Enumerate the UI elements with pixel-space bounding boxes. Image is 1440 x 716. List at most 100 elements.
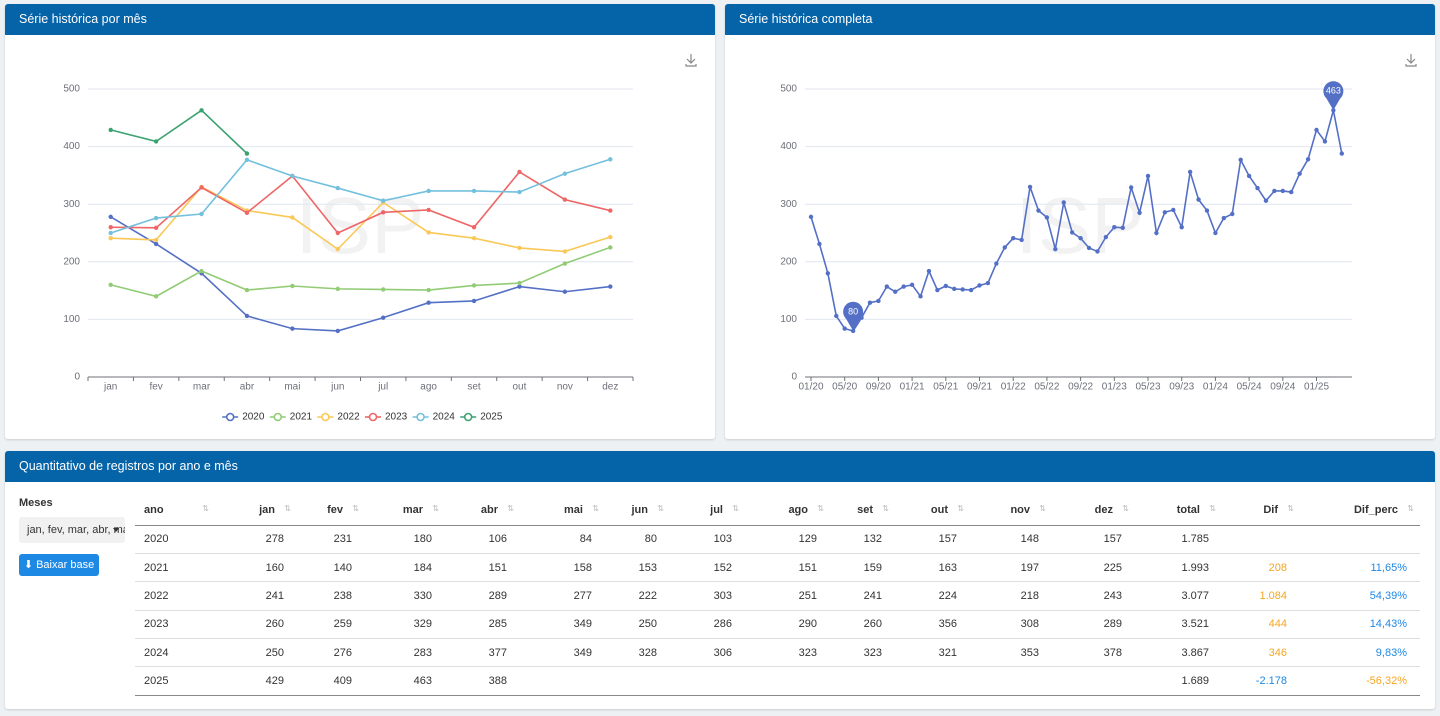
column-header[interactable]: out: [895, 495, 970, 526]
table-cell: 151: [445, 553, 520, 583]
panel-full: Série histórica completa: [725, 4, 1435, 439]
column-header[interactable]: jun: [605, 495, 670, 526]
table-cell: 132: [830, 525, 895, 554]
table-cell: 289: [1052, 610, 1135, 640]
table-cell: 208: [1222, 553, 1300, 583]
column-header[interactable]: set: [830, 495, 895, 526]
table-cell: 1.084: [1222, 581, 1300, 611]
table-cell: 153: [605, 553, 670, 583]
table-cell: -56,32%: [1300, 666, 1420, 696]
table-row: 2023 260 259 329 285 349 250 286 290 260 356 308 289…: [135, 610, 1420, 640]
panel-title: Série histórica completa: [725, 4, 1435, 35]
panel-monthly: Série histórica por mês: [5, 4, 715, 439]
table-cell: 277: [520, 581, 605, 611]
table-cell: 151: [745, 553, 830, 583]
table-cell: 356: [895, 610, 970, 640]
table-cell: 388: [445, 666, 520, 696]
month-select[interactable]: jan, fev, mar, abr, mai, jun, jul, ago, …: [19, 517, 125, 543]
column-header[interactable]: mai: [520, 495, 605, 526]
table-cell: 290: [745, 610, 830, 640]
table-cell: 321: [895, 638, 970, 668]
column-header[interactable]: jan: [215, 495, 297, 526]
column-header[interactable]: jul: [670, 495, 745, 526]
table-cell: 160: [215, 553, 297, 583]
table-cell: 9,83%: [1300, 638, 1420, 668]
table-cell: 238: [297, 581, 365, 611]
panel-title: Quantitativo de registros por ano e mês: [5, 451, 1435, 482]
table-row: 2021 160 140 184 151 158 153 152 151 159 163 197 225…: [135, 553, 1420, 583]
table-cell: 148: [970, 525, 1052, 554]
table-cell: [895, 666, 970, 696]
table-cell: 278: [215, 525, 297, 554]
table-cell: 306: [670, 638, 745, 668]
table-cell: 330: [365, 581, 445, 611]
column-header[interactable]: ago: [745, 495, 830, 526]
table-cell: 329: [365, 610, 445, 640]
table-cell: 250: [605, 610, 670, 640]
table-cell: -2.178: [1222, 666, 1300, 696]
table-cell: 129: [745, 525, 830, 554]
table-cell: 429: [215, 666, 297, 696]
table-cell: 140: [297, 553, 365, 583]
table-cell: 3.867: [1135, 638, 1222, 668]
table-cell: 197: [970, 553, 1052, 583]
sidebar: Meses jan, fev, mar, abr, mai, jun, jul,…: [19, 497, 125, 576]
table-cell: 231: [297, 525, 365, 554]
table-cell: 251: [745, 581, 830, 611]
table-cell: 346: [1222, 638, 1300, 668]
table-row: 2022 241 238 330 289 277 222 303 251 241 224 218 243…: [135, 581, 1420, 611]
column-header[interactable]: fev: [297, 495, 365, 526]
table-cell: 243: [1052, 581, 1135, 611]
table-cell: 3.521: [1135, 610, 1222, 640]
table-cell: 463: [365, 666, 445, 696]
download-button[interactable]: ⬇ Baixar base: [19, 554, 99, 576]
table-cell: 283: [365, 638, 445, 668]
table-cell: 323: [745, 638, 830, 668]
panel-title: Série histórica por mês: [5, 4, 715, 35]
table-cell: [1222, 525, 1300, 554]
table-cell: 224: [895, 581, 970, 611]
table-cell: 157: [1052, 525, 1135, 554]
table-cell: 308: [970, 610, 1052, 640]
table-cell: 377: [445, 638, 520, 668]
table-cell: 260: [830, 610, 895, 640]
table-cell: 1.689: [1135, 666, 1222, 696]
column-header[interactable]: nov: [970, 495, 1052, 526]
table-cell: [605, 666, 670, 696]
table-cell: 285: [445, 610, 520, 640]
table-cell: 103: [670, 525, 745, 554]
table-cell: 2024: [135, 638, 215, 668]
table-cell: 222: [605, 581, 670, 611]
table-cell: 276: [297, 638, 365, 668]
table-cell: 323: [830, 638, 895, 668]
data-table: anojanfevmarabrmaijunjulagosetoutnovdezt…: [135, 495, 1420, 696]
table-cell: 349: [520, 638, 605, 668]
table-cell: 54,39%: [1300, 581, 1420, 611]
column-header[interactable]: Dif: [1222, 495, 1300, 526]
table-cell: [970, 666, 1052, 696]
column-header[interactable]: abr: [445, 495, 520, 526]
column-header[interactable]: Dif_perc: [1300, 495, 1420, 526]
table-cell: 158: [520, 553, 605, 583]
column-header[interactable]: ano: [135, 495, 215, 526]
table-cell: 2025: [135, 666, 215, 696]
table-cell: 3.077: [1135, 581, 1222, 611]
table-cell: 84: [520, 525, 605, 554]
table-cell: 157: [895, 525, 970, 554]
column-header[interactable]: total: [1135, 495, 1222, 526]
column-header[interactable]: dez: [1052, 495, 1135, 526]
table-cell: 1.993: [1135, 553, 1222, 583]
column-header[interactable]: mar: [365, 495, 445, 526]
table-cell: 289: [445, 581, 520, 611]
table-cell: 80: [605, 525, 670, 554]
table-cell: 218: [970, 581, 1052, 611]
table-cell: 378: [1052, 638, 1135, 668]
table-cell: 159: [830, 553, 895, 583]
table-cell: 163: [895, 553, 970, 583]
table-cell: 2021: [135, 553, 215, 583]
table-cell: 180: [365, 525, 445, 554]
table-cell: 225: [1052, 553, 1135, 583]
table-cell: 409: [297, 666, 365, 696]
table-cell: 328: [605, 638, 670, 668]
table-row: 2020 278 231 180 106 84 80 103 129 132 157 148 157 1.…: [135, 525, 1420, 554]
